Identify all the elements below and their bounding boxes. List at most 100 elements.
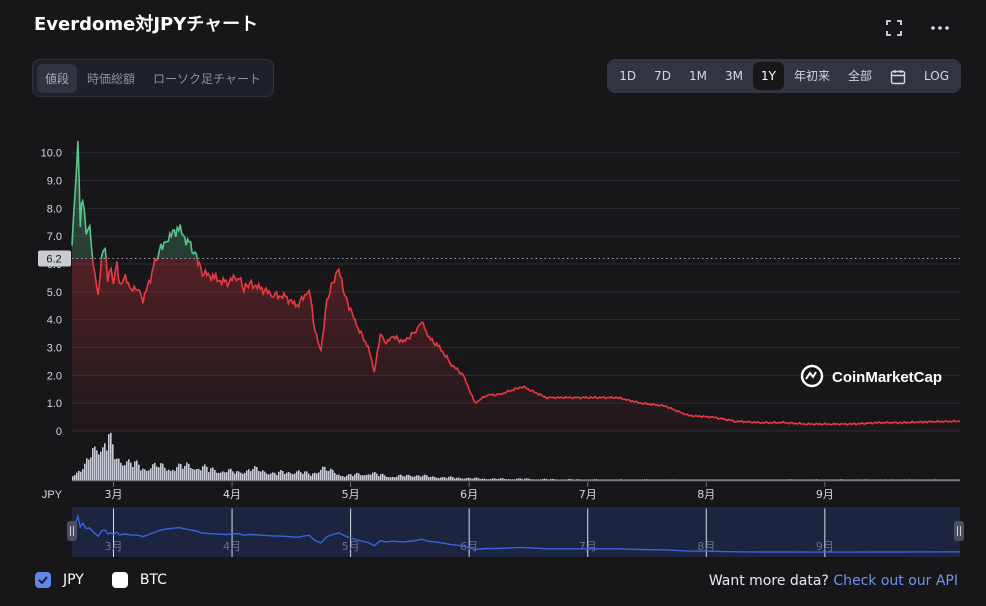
navigator-left-handle[interactable] [67, 521, 77, 541]
tab-candlestick[interactable]: ローソク足チャート [153, 71, 261, 86]
volume-bar [670, 479, 672, 481]
x-axis: JPY 3月 4月 5月 6月 7月 8月 9月 [42, 482, 834, 501]
volume-bar [128, 459, 130, 481]
range-1y[interactable]: 1Y [752, 62, 784, 90]
volume-bar [864, 479, 866, 481]
volume-bar [178, 463, 180, 481]
volume-bar [882, 479, 884, 481]
volume-bar [938, 479, 940, 481]
volume-bar [752, 479, 754, 481]
volume-bar [602, 479, 604, 481]
range-log[interactable]: LOG [923, 69, 949, 83]
volume-bar [810, 479, 812, 481]
watermark-text: CoinMarketCap [832, 369, 942, 386]
volume-bar [732, 479, 734, 481]
volume-bar [748, 479, 750, 481]
volume-bar [560, 479, 562, 481]
volume-bar [808, 479, 810, 481]
volume-bar [450, 476, 452, 481]
volume-bar [210, 468, 212, 481]
y-tick-label: 2.0 [47, 370, 62, 382]
volume-bar [496, 479, 498, 481]
volume-bar [444, 477, 446, 481]
volume-bar [282, 471, 284, 481]
volume-bar [744, 479, 746, 481]
volume-bar [518, 478, 520, 481]
volume-bar [264, 471, 266, 481]
volume-bar [354, 474, 356, 481]
volume-bar [508, 479, 510, 481]
volume-bar [146, 470, 148, 481]
volume-bar [240, 472, 242, 481]
volume-bar [622, 479, 624, 481]
volume-bar [272, 472, 274, 481]
volume-bar [534, 479, 536, 481]
volume-bar [352, 476, 354, 481]
volume-bar [566, 479, 568, 481]
volume-bar [278, 471, 280, 481]
volume-bar [924, 479, 926, 481]
volume-bar [616, 479, 618, 481]
range-1m[interactable]: 1M [688, 69, 707, 83]
volume-bar [796, 479, 798, 481]
calendar-icon[interactable] [882, 62, 914, 90]
volume-bar [900, 479, 902, 481]
unchecked-box-icon[interactable] [111, 572, 128, 588]
volume-bar [926, 479, 928, 481]
volume-bar [408, 474, 410, 481]
volume-bar [694, 479, 696, 481]
range-1d[interactable]: 1D [619, 69, 637, 83]
range-ytd[interactable]: 年初来 [793, 69, 830, 83]
volume-bar [524, 478, 526, 481]
x-tick-label: 4月 [223, 488, 241, 501]
volume-bar [686, 479, 688, 481]
volume-bar [164, 467, 166, 481]
volume-bar [920, 479, 922, 481]
volume-bar [392, 476, 394, 481]
volume-bar [786, 479, 788, 481]
range-all[interactable]: 全部 [847, 69, 872, 83]
volume-bar [386, 477, 388, 481]
fullscreen-icon[interactable] [882, 16, 906, 40]
volume-bar [578, 479, 580, 481]
tab-price[interactable]: 値段 [37, 63, 78, 93]
volume-bar [384, 475, 386, 481]
volume-bar [830, 479, 832, 481]
more-icon[interactable] [928, 16, 952, 40]
footer-api-promo: Want more data? Check out our API [709, 573, 958, 589]
volume-bar [416, 475, 418, 481]
volume-bar [890, 479, 892, 481]
range-7d[interactable]: 7D [654, 69, 671, 83]
volume-bar [798, 479, 800, 481]
check-icon[interactable] [35, 572, 51, 588]
volume-bar [872, 479, 874, 481]
volume-bar [90, 457, 92, 481]
volume-bar [774, 479, 776, 481]
volume-bar [412, 476, 414, 481]
navigator-right-handle[interactable] [954, 521, 964, 541]
volume-bar [838, 479, 840, 481]
volume-bar [84, 463, 86, 481]
volume-bar [634, 479, 636, 481]
volume-bar [344, 476, 346, 481]
legend-btc-label: BTC [139, 572, 167, 588]
navigator-month-label: 8月 [697, 540, 715, 553]
range-3m[interactable]: 3M [724, 69, 743, 83]
tab-market-cap[interactable]: 時価総額 [87, 71, 136, 86]
volume-bar [824, 479, 826, 481]
volume-bar [548, 479, 550, 481]
volume-bar [402, 475, 404, 481]
volume-bar [952, 479, 954, 481]
volume-bar [558, 479, 560, 481]
volume-bar [754, 479, 756, 481]
volume-bar [464, 478, 466, 481]
volume-bar [148, 470, 150, 481]
volume-bar [600, 479, 602, 481]
legend-btc[interactable]: BTC [111, 572, 167, 588]
volume-bar [692, 479, 694, 481]
legend-jpy[interactable]: JPY [35, 572, 84, 588]
volume-bars [72, 432, 960, 482]
volume-bar [544, 478, 546, 481]
api-link[interactable]: Check out our API [833, 573, 958, 589]
